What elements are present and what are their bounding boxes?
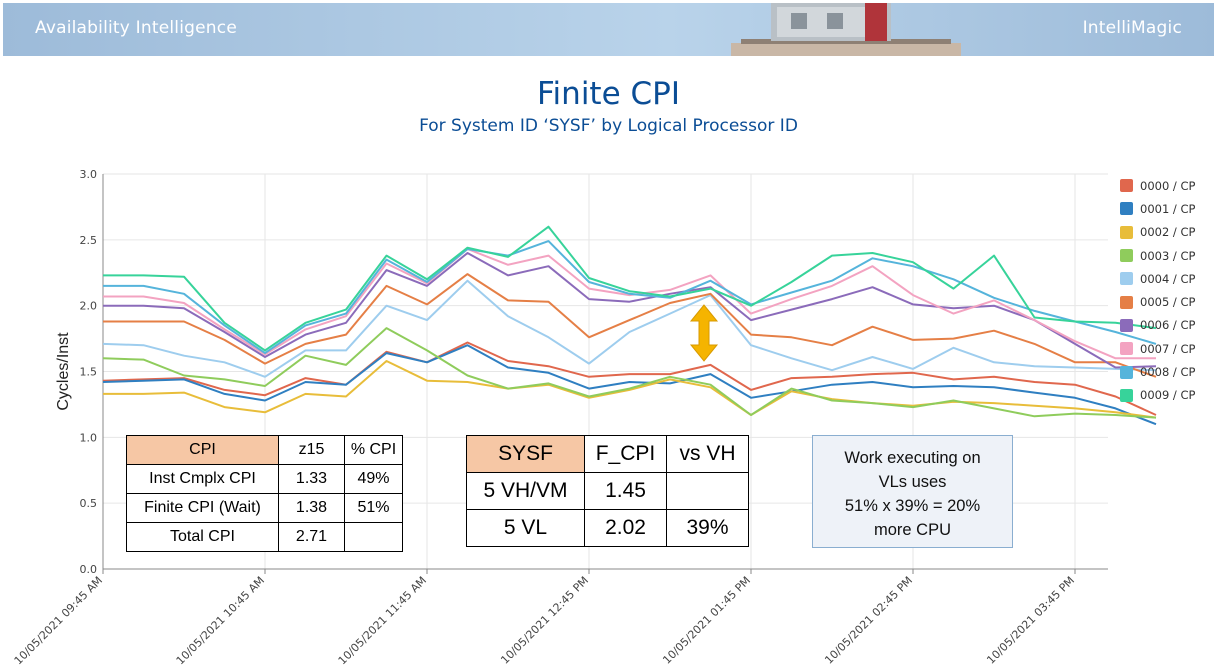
y-axis-label: Cycles/Inst [55, 332, 72, 411]
legend-swatch [1120, 202, 1133, 216]
legend-label: 0002 / CP [1140, 225, 1196, 240]
legend-label: 0007 / CP [1140, 341, 1196, 356]
x-tick-label: 10/05/2021 03:45 PM [984, 574, 1077, 667]
legend-item: 0000 / CP [1120, 174, 1195, 197]
series-line-0000 [102, 341, 1157, 416]
table-header-cell: CPI [126, 435, 279, 465]
legend-label: 0001 / CP [1140, 201, 1196, 216]
legend-item: 0003 / CP [1120, 244, 1195, 267]
legend-swatch [1120, 388, 1133, 402]
table-header-row: CPI z15 % CPI [126, 435, 403, 465]
legend-swatch [1120, 365, 1133, 379]
series-line-0007 [103, 248, 1156, 360]
series-line-0001 [102, 344, 1157, 426]
double-arrow-icon [689, 304, 719, 362]
product-name: Availability Intelligence [35, 18, 237, 38]
legend-label: 0006 / CP [1140, 318, 1196, 333]
table-cell: 5 VL [466, 509, 585, 547]
note-line: more CPU [873, 521, 951, 539]
y-tick-label: 2.0 [80, 300, 98, 313]
table-cell: 39% [666, 509, 749, 547]
chart-title: Finite CPI [536, 76, 680, 112]
table-row: Total CPI 2.71 [126, 522, 403, 552]
legend-item: 0005 / CP [1120, 290, 1195, 313]
legend-swatch [1120, 342, 1133, 356]
x-tick-label: 10/05/2021 12:45 PM [498, 574, 591, 667]
series-line-0004 [102, 279, 1157, 378]
x-tick-label: 10/05/2021 09:45 AM [12, 574, 105, 667]
legend-swatch [1120, 295, 1133, 309]
legend-item: 0008 / CP [1120, 360, 1195, 383]
legend-item: 0001 / CP [1120, 197, 1195, 220]
table-cell: 2.71 [278, 522, 345, 552]
legend-item: 0007 / CP [1120, 337, 1195, 360]
table-header-cell: vs VH [666, 435, 749, 473]
header-banner: Availability Intelligence IntelliMagic [3, 3, 1214, 56]
legend-item: 0004 / CP [1120, 267, 1195, 290]
y-tick-label: 0.5 [80, 497, 98, 510]
legend-item: 0009 / CP [1120, 384, 1195, 407]
table-header-cell: SYSF [466, 435, 585, 473]
brand-name: IntelliMagic [1082, 18, 1182, 38]
table-cell: 51% [344, 493, 403, 523]
series-line-0003 [102, 327, 1157, 419]
annotation-note: Work executing on VLs uses 51% x 39% = 2… [812, 435, 1013, 548]
chart-legend: 0000 / CP 0001 / CP 0002 / CP 0003 / CP 0004… [1120, 174, 1195, 407]
y-tick-label: 0.0 [80, 563, 98, 576]
legend-label: 0004 / CP [1140, 271, 1196, 286]
note-line: 51% x 39% = 20% [844, 497, 981, 515]
table-row: Finite CPI (Wait) 1.38 51% [126, 493, 403, 523]
series-line-0005 [103, 273, 1157, 378]
series-line-0008 [103, 240, 1157, 355]
legend-swatch [1120, 318, 1133, 332]
table-cell: 1.33 [278, 464, 345, 494]
x-tick-label: 10/05/2021 01:45 PM [660, 574, 753, 667]
table-cell [344, 522, 403, 552]
series-line-0002 [103, 360, 1157, 419]
y-tick-label: 3.0 [80, 168, 98, 181]
table-header-cell: % CPI [344, 435, 403, 465]
y-tick-label: 1.5 [80, 366, 98, 379]
table-cell [666, 472, 749, 510]
legend-label: 0003 / CP [1140, 248, 1196, 263]
table-header-row: SYSF F_CPI vs VH [466, 435, 749, 473]
y-tick-label: 1.0 [80, 431, 98, 444]
legend-label: 0000 / CP [1140, 178, 1196, 193]
table-cell: 1.45 [584, 472, 667, 510]
sysf-table: SYSF F_CPI vs VH 5 VH/VM 1.45 5 VL 2.02 … [466, 435, 749, 547]
x-tick-label: 10/05/2021 02:45 PM [822, 574, 915, 667]
chart-subtitle: For System ID ‘SYSF’ by Logical Processo… [419, 116, 798, 136]
table-cell: Inst Cmplx CPI [126, 464, 279, 494]
x-tick-label: 10/05/2021 11:45 AM [336, 574, 429, 667]
table-cell: 49% [344, 464, 403, 494]
table-row: Inst Cmplx CPI 1.33 49% [126, 464, 403, 494]
table-header-cell: z15 [278, 435, 345, 465]
legend-label: 0009 / CP [1140, 388, 1196, 403]
legend-swatch [1120, 249, 1133, 263]
series-line-0009 [103, 225, 1157, 352]
legend-item: 0002 / CP [1120, 221, 1195, 244]
note-line: VLs uses [878, 473, 947, 491]
legend-swatch [1120, 179, 1133, 193]
legend-swatch [1120, 272, 1133, 286]
table-cell: Finite CPI (Wait) [126, 493, 279, 523]
table-row: 5 VH/VM 1.45 [466, 472, 749, 510]
table-cell: 5 VH/VM [466, 472, 585, 510]
y-tick-label: 2.5 [80, 234, 98, 247]
table-header-cell: F_CPI [584, 435, 667, 473]
cpi-table: CPI z15 % CPI Inst Cmplx CPI 1.33 49% Fi… [126, 435, 403, 552]
legend-label: 0005 / CP [1140, 295, 1196, 310]
table-row: 5 VL 2.02 39% [466, 509, 749, 547]
table-cell: 1.38 [278, 493, 345, 523]
legend-label: 0008 / CP [1140, 365, 1196, 380]
x-tick-label: 10/05/2021 10:45 AM [174, 574, 267, 667]
lighthouse-image [731, 3, 961, 56]
table-cell: 2.02 [584, 509, 667, 547]
legend-swatch [1120, 225, 1133, 239]
note-line: Work executing on [844, 449, 981, 467]
series-line-0006 [103, 252, 1157, 369]
legend-item: 0006 / CP [1120, 314, 1195, 337]
table-cell: Total CPI [126, 522, 279, 552]
